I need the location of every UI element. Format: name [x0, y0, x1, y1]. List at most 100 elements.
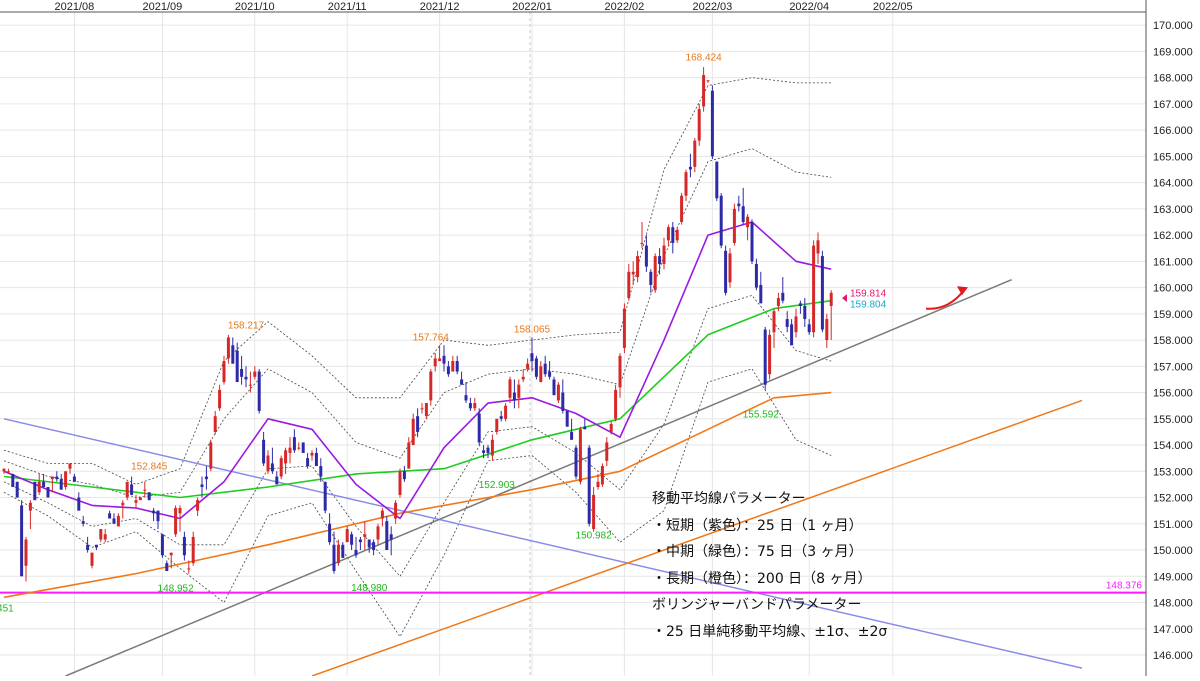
candle-body — [442, 355, 446, 364]
ma-long-200 — [3, 391, 832, 599]
candle-body — [680, 195, 684, 222]
price-label: 148.980 — [351, 583, 388, 594]
candle-body — [411, 418, 415, 446]
candle-body — [94, 544, 98, 548]
candle-body — [710, 90, 714, 157]
candle-body — [565, 410, 569, 427]
bb-lower-2sigma — [3, 368, 832, 637]
candle-body — [323, 481, 327, 511]
candle-body — [807, 324, 811, 333]
candle-body — [675, 229, 679, 241]
candle-body — [605, 442, 609, 461]
candle-body — [592, 494, 596, 530]
candle-body — [306, 458, 310, 467]
legend-panel: 移動平均線パラメーター ・短期（紫色）：25 日（1 ヶ月） ・中期（緑色）：7… — [652, 486, 952, 645]
forecast-arrowhead — [957, 286, 968, 296]
candle-body — [81, 521, 85, 524]
y-tick-label: 153.000 — [1153, 466, 1193, 478]
candle-body — [385, 521, 389, 551]
candle-body — [658, 256, 662, 264]
candle-body — [332, 544, 336, 572]
candle-body — [684, 172, 688, 196]
candle-body — [279, 458, 283, 477]
candle-body — [2, 468, 6, 472]
candle-body — [578, 429, 582, 482]
candle-body — [376, 526, 380, 540]
candle-body — [446, 366, 450, 375]
candle-body — [754, 263, 758, 288]
candle-body — [125, 481, 129, 498]
candle-body — [570, 431, 574, 440]
price-label: 148.952 — [158, 584, 195, 595]
candle-body — [270, 463, 274, 472]
candle-body — [816, 240, 820, 254]
candle-body — [486, 447, 490, 453]
candle-body — [468, 403, 472, 409]
candle-body — [191, 536, 195, 564]
price-label: 168.424 — [686, 52, 723, 63]
y-tick-label: 151.000 — [1153, 519, 1193, 531]
legend-ma-title: 移動平均線パラメーター — [652, 491, 806, 507]
candle-body — [636, 256, 640, 278]
candle-body — [169, 552, 173, 556]
candle-body — [350, 534, 354, 545]
y-tick-label: 161.000 — [1153, 256, 1193, 268]
candle-body — [310, 452, 314, 456]
candle-body — [231, 345, 235, 364]
ask-price-label: 159.804 — [850, 300, 887, 311]
candle-body — [477, 413, 481, 443]
candle-body — [825, 319, 829, 341]
candle-body — [715, 161, 719, 199]
y-tick-label: 169.000 — [1153, 46, 1193, 58]
candle-body — [160, 534, 164, 556]
y-tick-label: 155.000 — [1153, 414, 1193, 426]
candle-body — [165, 563, 169, 572]
candles — [2, 67, 833, 582]
ma-mid-75 — [3, 299, 832, 499]
candle-body — [235, 350, 239, 383]
x-tick-label: 2021/09 — [143, 1, 183, 13]
y-tick-label: 157.000 — [1153, 361, 1193, 373]
candle-body — [534, 358, 538, 377]
candle-body — [662, 245, 666, 264]
y-tick-label: 168.000 — [1153, 73, 1193, 85]
candle-body — [297, 447, 301, 449]
ma-short-25 — [3, 221, 832, 520]
y-tick-label: 162.000 — [1153, 230, 1193, 242]
x-tick-label: 2022/05 — [873, 1, 913, 13]
candle-body — [798, 303, 802, 306]
y-tick-label: 159.000 — [1153, 309, 1193, 321]
candle-body — [262, 439, 266, 464]
price-label: 152.903 — [479, 480, 516, 491]
candle-body — [499, 416, 503, 419]
candle-body — [116, 515, 120, 527]
candle-body — [134, 500, 138, 503]
legend-bb-title: ボリンジャーバンドパラメーター — [652, 597, 862, 613]
candle-body — [77, 497, 81, 511]
bollinger-bands — [3, 77, 832, 637]
candle-body — [147, 492, 151, 501]
candle-body — [121, 502, 125, 506]
candle-body — [785, 319, 789, 327]
candle-body — [666, 227, 670, 241]
candle-body — [358, 539, 362, 543]
candle-body — [319, 466, 323, 477]
candle-body — [429, 371, 433, 401]
candle-body — [152, 510, 156, 514]
candle-body — [702, 74, 706, 107]
candle-body — [130, 484, 134, 495]
candle-body — [741, 206, 745, 222]
candle-body — [72, 476, 76, 482]
candle-body — [504, 405, 508, 419]
candle-body — [600, 466, 604, 485]
candle-body — [182, 536, 186, 556]
candle-body — [363, 534, 367, 537]
y-tick-label: 156.000 — [1153, 388, 1193, 400]
x-tick-label: 2022/03 — [693, 1, 733, 13]
candle-body — [517, 384, 521, 398]
last-price-marker — [842, 294, 847, 303]
candle-body — [596, 481, 600, 488]
price-label: 152.845 — [131, 461, 168, 472]
forecast-arrow — [925, 289, 965, 310]
candle-body — [587, 447, 591, 524]
